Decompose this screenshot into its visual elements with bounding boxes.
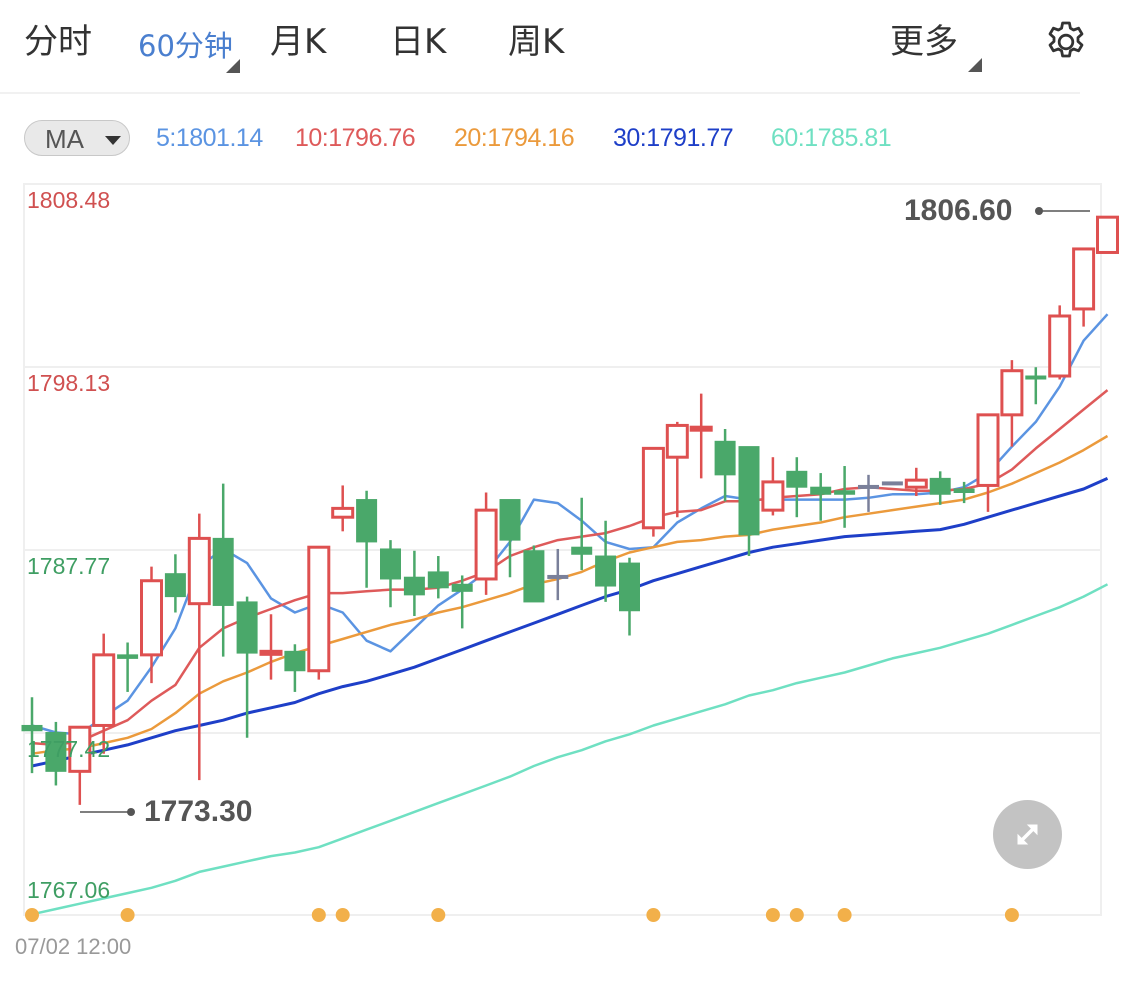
x-axis-time-label: 07/02 12:00: [15, 934, 132, 959]
min-price-callout: 1773.30: [144, 795, 253, 828]
candle[interactable]: [834, 466, 856, 528]
candle[interactable]: [212, 483, 234, 657]
candle[interactable]: [523, 545, 545, 603]
candle[interactable]: [403, 550, 425, 617]
candle[interactable]: [1025, 367, 1047, 405]
ma30-value: 30:1791.77: [613, 124, 734, 152]
candle[interactable]: [1000, 360, 1024, 447]
expand-icon: [1017, 824, 1038, 845]
y-tick-1767: 1767.06: [27, 877, 111, 903]
candle[interactable]: [451, 575, 473, 629]
ma20-value: 20:1794.16: [454, 124, 575, 152]
candle[interactable]: [331, 485, 355, 532]
candle[interactable]: [810, 473, 832, 521]
caret-down-icon: [105, 136, 121, 145]
event-marker-dot[interactable]: [837, 908, 852, 922]
candle[interactable]: [571, 497, 593, 571]
candle[interactable]: [595, 520, 617, 602]
candle[interactable]: [976, 413, 1000, 512]
event-marker-dot[interactable]: [431, 908, 446, 922]
event-marker-dot[interactable]: [25, 908, 39, 922]
candle[interactable]: [187, 513, 211, 781]
period-tabs: 分时 60分钟 月K 日K 周K 更多: [0, 0, 1084, 94]
candle[interactable]: [380, 540, 401, 608]
candle[interactable]: [641, 446, 665, 537]
y-tick-1787: 1787.77: [27, 553, 111, 579]
event-marker-dot[interactable]: [646, 908, 661, 922]
event-marker-dot[interactable]: [120, 908, 135, 922]
event-marker-dot[interactable]: [789, 908, 804, 922]
candle[interactable]: [689, 393, 713, 479]
candle[interactable]: [356, 490, 378, 588]
y-tick-1777: 1777.42: [27, 736, 111, 762]
candle[interactable]: [92, 633, 116, 754]
candle[interactable]: [1072, 247, 1096, 327]
candle[interactable]: [427, 556, 449, 599]
indicator-label: MA: [45, 124, 84, 154]
candle[interactable]: [307, 545, 331, 680]
event-marker-dot[interactable]: [335, 908, 350, 922]
indicator-row: MA 5:1801.14 10:1796.76 20:1794.16 30:17…: [0, 112, 1125, 166]
candle[interactable]: [21, 697, 43, 774]
ma10-value: 10:1796.76: [295, 124, 416, 152]
candle[interactable]: [284, 644, 306, 692]
candle[interactable]: [499, 499, 521, 578]
tab-monthly-k[interactable]: 月K: [270, 22, 327, 62]
candle[interactable]: [881, 481, 903, 486]
event-marker-dot[interactable]: [311, 908, 326, 922]
ma5-value: 5:1801.14: [156, 124, 263, 152]
candle[interactable]: [761, 457, 785, 516]
candle[interactable]: [738, 446, 760, 557]
tab-daily-k[interactable]: 日K: [390, 22, 447, 62]
candle[interactable]: [619, 557, 640, 636]
dropdown-corner-icon: [226, 59, 240, 73]
candle[interactable]: [140, 566, 163, 684]
candle[interactable]: [259, 614, 283, 680]
candle[interactable]: [1096, 215, 1119, 254]
fullscreen-button[interactable]: [993, 800, 1062, 869]
candle[interactable]: [665, 421, 689, 518]
tab-minute[interactable]: 分时: [24, 22, 92, 62]
candle[interactable]: [714, 428, 736, 502]
event-marker-dot[interactable]: [765, 908, 780, 922]
candle[interactable]: [474, 492, 498, 595]
gear-icon[interactable]: [1042, 18, 1090, 66]
max-price-callout: 1806.60: [904, 194, 1013, 227]
candle[interactable]: [786, 457, 808, 518]
tab-weekly-k[interactable]: 周K: [508, 22, 565, 62]
candle[interactable]: [953, 481, 975, 504]
candle[interactable]: [1048, 305, 1072, 380]
candle[interactable]: [547, 548, 569, 601]
ma60-value: 60:1785.81: [771, 124, 892, 152]
candle[interactable]: [858, 474, 879, 512]
candle[interactable]: [68, 725, 92, 805]
candle[interactable]: [45, 721, 67, 786]
event-marker-dot[interactable]: [1004, 908, 1019, 922]
more-menu-button[interactable]: 更多: [890, 22, 958, 62]
y-tick-1798: 1798.13: [27, 370, 111, 396]
candle[interactable]: [164, 554, 186, 613]
candle[interactable]: [236, 596, 258, 738]
candle[interactable]: [904, 467, 928, 497]
candle[interactable]: [929, 471, 951, 505]
candle[interactable]: [117, 642, 139, 692]
dropdown-corner-icon: [968, 58, 982, 72]
y-tick-1808: 1808.48: [27, 187, 111, 213]
indicator-selector[interactable]: MA: [24, 120, 130, 156]
tab-60min[interactable]: 60分钟: [138, 29, 233, 63]
